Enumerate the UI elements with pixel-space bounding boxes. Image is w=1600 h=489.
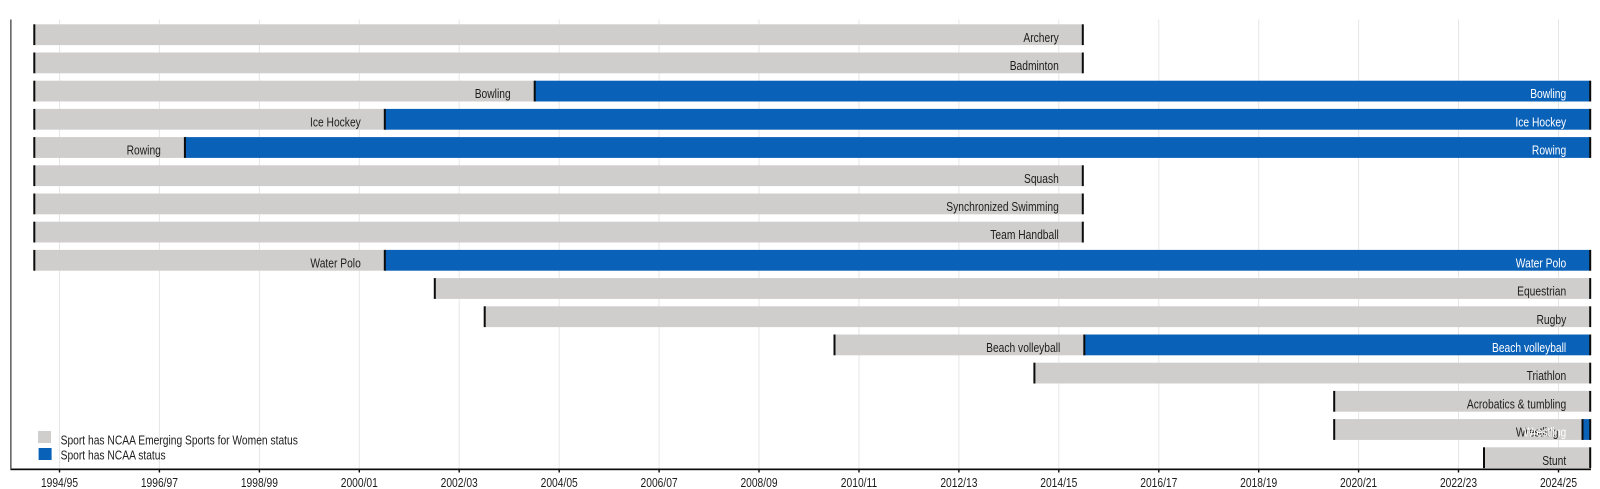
svg-text:2004/05: 2004/05 (541, 475, 578, 489)
svg-text:Stunt: Stunt (1542, 453, 1566, 468)
svg-text:Bowling: Bowling (475, 86, 511, 101)
svg-text:2002/03: 2002/03 (441, 475, 478, 489)
svg-text:1996/97: 1996/97 (141, 475, 178, 489)
svg-text:2020/21: 2020/21 (1340, 475, 1377, 489)
svg-text:2018/19: 2018/19 (1240, 475, 1277, 489)
svg-text:Beach volleyball: Beach volleyball (986, 340, 1060, 355)
svg-text:Bowling: Bowling (1530, 86, 1566, 101)
svg-text:Squash: Squash (1024, 171, 1059, 186)
svg-text:2008/09: 2008/09 (740, 475, 777, 489)
svg-text:Sport has NCAA status: Sport has NCAA status (61, 447, 166, 462)
svg-text:2006/07: 2006/07 (641, 475, 678, 489)
svg-text:Badminton: Badminton (1010, 58, 1059, 73)
svg-text:Water Polo: Water Polo (310, 255, 360, 270)
svg-text:Sport has NCAA Emerging Sports: Sport has NCAA Emerging Sports for Women… (61, 432, 299, 447)
svg-text:Synchronized Swimming: Synchronized Swimming (946, 199, 1059, 214)
svg-text:2014/15: 2014/15 (1040, 475, 1077, 489)
svg-text:Water Polo: Water Polo (1516, 255, 1566, 270)
svg-text:Rowing: Rowing (1532, 143, 1566, 158)
svg-text:Archery: Archery (1023, 30, 1059, 45)
svg-text:Triathlon: Triathlon (1527, 368, 1567, 383)
svg-text:2016/17: 2016/17 (1140, 475, 1177, 489)
svg-text:1994/95: 1994/95 (41, 475, 78, 489)
svg-text:Equestrian: Equestrian (1517, 284, 1566, 299)
svg-text:Wrestling: Wrestling (1516, 425, 1559, 440)
svg-text:Beach volleyball: Beach volleyball (1492, 340, 1566, 355)
svg-text:2000/01: 2000/01 (341, 475, 378, 489)
svg-text:Acrobatics & tumbling: Acrobatics & tumbling (1467, 396, 1566, 411)
svg-text:2012/13: 2012/13 (940, 475, 977, 489)
svg-text:1998/99: 1998/99 (241, 475, 278, 489)
svg-text:Wrestling: Wrestling (1524, 425, 1567, 440)
svg-text:Rowing: Rowing (127, 143, 161, 158)
svg-text:2022/23: 2022/23 (1440, 475, 1477, 489)
svg-text:2010/11: 2010/11 (841, 475, 877, 489)
svg-text:Ice Hockey: Ice Hockey (310, 114, 361, 129)
svg-text:Team Handball: Team Handball (990, 227, 1059, 242)
svg-text:Ice Hockey: Ice Hockey (1515, 114, 1566, 129)
svg-text:Rugby: Rugby (1537, 312, 1567, 327)
svg-text:2024/25: 2024/25 (1540, 475, 1577, 489)
